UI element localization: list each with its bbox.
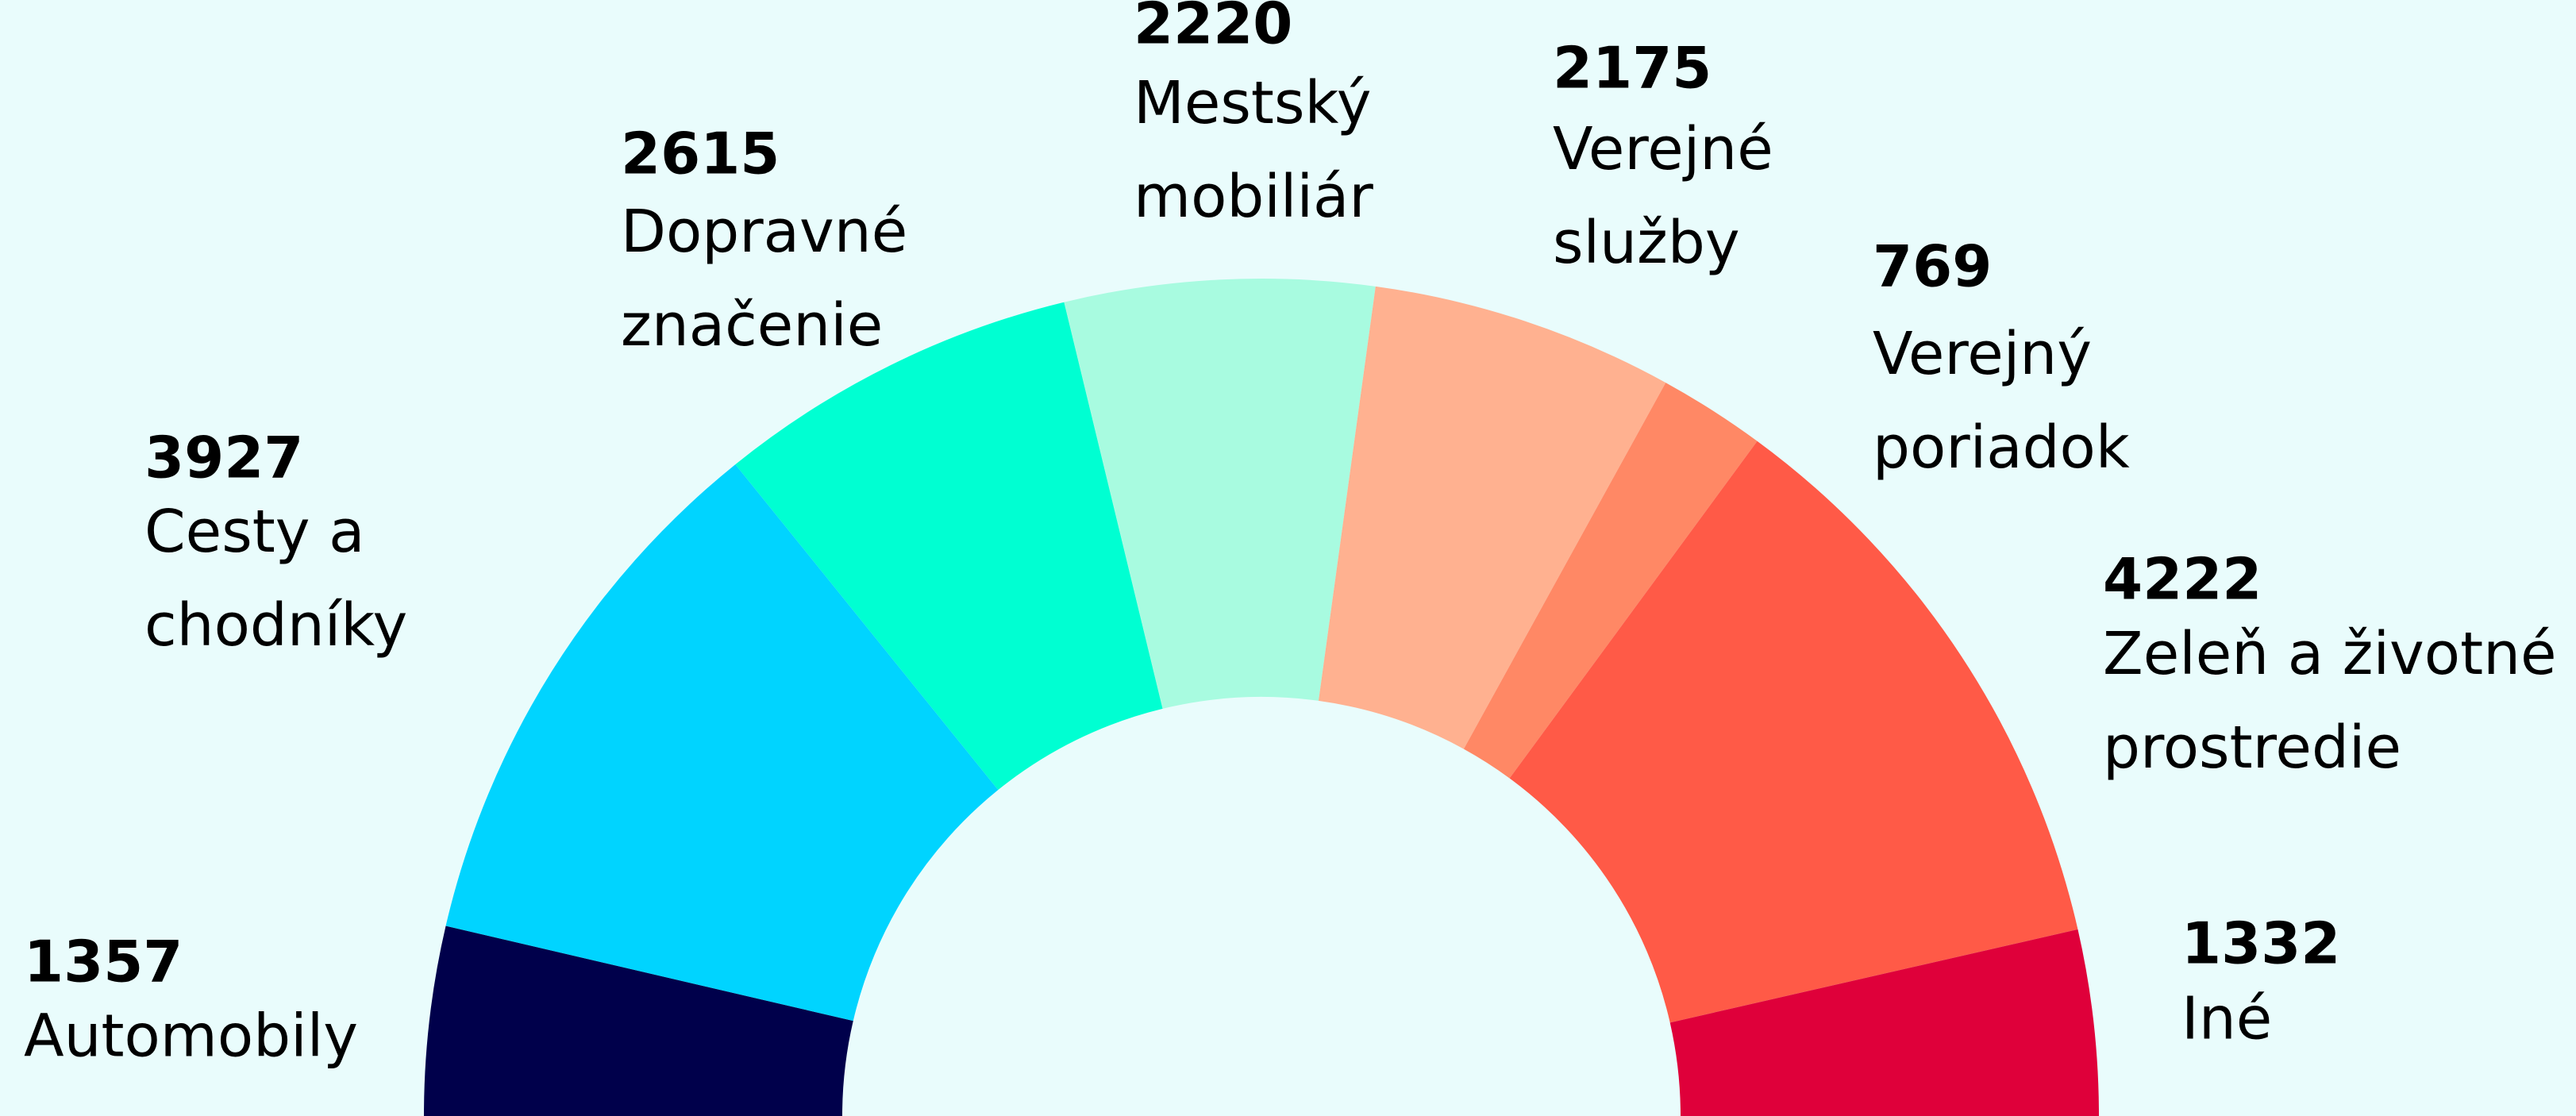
segment — [1669, 929, 2099, 1116]
category-label: Cesty a chodníky — [144, 498, 407, 660]
value-label: 2175 — [1553, 35, 1712, 102]
segment — [1509, 441, 2078, 1023]
segment — [1318, 286, 1666, 749]
category-label: Verejný poriadok — [1873, 320, 2130, 482]
value-label: 1357 — [24, 929, 183, 995]
value-label: 3927 — [144, 425, 303, 491]
segment — [445, 464, 999, 1022]
segment — [424, 926, 853, 1116]
segment — [735, 302, 1163, 791]
category-label: Automobily — [24, 1002, 358, 1071]
category-label: Iné — [2181, 985, 2272, 1053]
value-label: 1332 — [2181, 910, 2340, 977]
value-label: 2615 — [621, 121, 780, 187]
category-label: Mestský mobiliár — [1134, 69, 1390, 231]
category-label: Dopravné značenie — [621, 198, 926, 360]
value-label: 769 — [1873, 233, 1992, 300]
value-label: 2220 — [1134, 0, 1292, 57]
value-label: 4222 — [2103, 546, 2262, 613]
category-label: Zeleň a životné prostredie — [2103, 620, 2575, 782]
segment — [1064, 279, 1376, 709]
segment — [1463, 383, 1758, 779]
category-label: Verejné služby — [1553, 115, 1792, 277]
